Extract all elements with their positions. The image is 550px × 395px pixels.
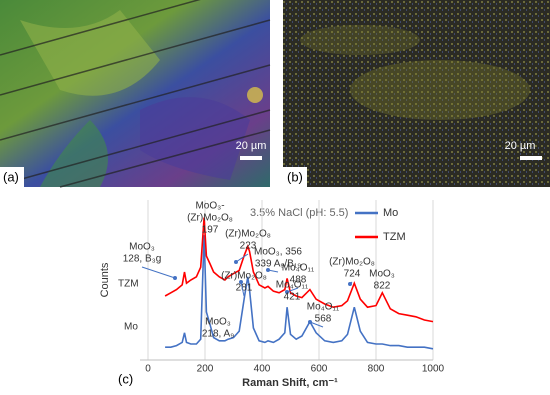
micrograph-a <box>0 0 271 188</box>
annotation: (Zr)Mo₂O₈ <box>187 213 233 224</box>
panel-label: (b) <box>287 169 303 184</box>
y-axis-label: Counts <box>99 262 111 297</box>
x-tick-label: 0 <box>145 364 151 375</box>
series-line <box>165 235 434 350</box>
panel-label: (c) <box>118 371 133 386</box>
annotation: 822 <box>374 281 391 292</box>
annotation-arrow <box>235 253 249 263</box>
annotation: 218, A₉ <box>202 329 234 340</box>
panel-label: (a) <box>3 169 19 184</box>
annotation: Mo₄O₁₁ <box>282 263 315 274</box>
annotation-arrow <box>141 266 176 279</box>
annotation-arrowhead <box>308 320 312 324</box>
annotation: MoO₃ <box>205 317 231 328</box>
annotation: MoO₃, 356 <box>254 247 302 258</box>
annotation: 197 <box>202 225 219 236</box>
annotation-arrowhead <box>239 280 243 284</box>
annotation-arrowhead <box>285 290 289 294</box>
annotation-arrowhead <box>348 282 352 286</box>
annotation: MoO₃ <box>129 242 155 253</box>
annotation-arrowhead <box>234 260 238 264</box>
legend-label: Mo <box>383 207 398 219</box>
annotation: 339 A₉/B₁₉ <box>255 259 301 270</box>
scale-bar-label: 20 µm <box>505 140 536 152</box>
series-line <box>164 217 434 323</box>
x-tick-label: 800 <box>368 364 385 375</box>
annotation: (Zr)Mo₂O₈ <box>225 229 271 240</box>
x-tick-label: 400 <box>254 364 271 375</box>
legend-label: TZM <box>383 231 406 243</box>
annotation: MoO₃ <box>369 269 395 280</box>
annotation: Mo₄O₁₁ <box>307 302 340 313</box>
series-tag: TZM <box>118 279 139 290</box>
annotation: 421 <box>284 292 301 303</box>
annotation: 128, B₃g <box>123 254 162 265</box>
micrograph-b <box>283 0 550 187</box>
x-tick-label: 200 <box>197 364 214 375</box>
annotation-arrow <box>240 281 245 297</box>
annotation: MoO₃- <box>195 201 224 212</box>
annotation-arrowhead <box>173 276 177 280</box>
x-tick-label: 1000 <box>422 364 445 375</box>
subtitle: 3.5% NaCl (pH: 5.5) <box>250 207 348 219</box>
x-axis-label: Raman Shift, cm⁻¹ <box>242 377 338 389</box>
annotation: 281 <box>236 283 253 294</box>
annotation: 488 <box>290 275 307 286</box>
annotation: 223 <box>240 241 257 252</box>
annotation: Mo₄O₁₁ <box>276 280 309 291</box>
annotation-arrow <box>309 321 324 328</box>
annotation: 568 <box>315 314 332 325</box>
x-tick-label: 600 <box>311 364 328 375</box>
series-tag: Mo <box>124 322 138 333</box>
annotation: 724 <box>344 269 361 280</box>
annotation-arrowhead <box>266 268 270 272</box>
annotation: (Zr)Mo₂O₈ <box>329 257 375 268</box>
scale-bar-label: 20 µm <box>236 140 267 152</box>
annotation: (Zr)Mo₂O₈ <box>221 271 267 282</box>
